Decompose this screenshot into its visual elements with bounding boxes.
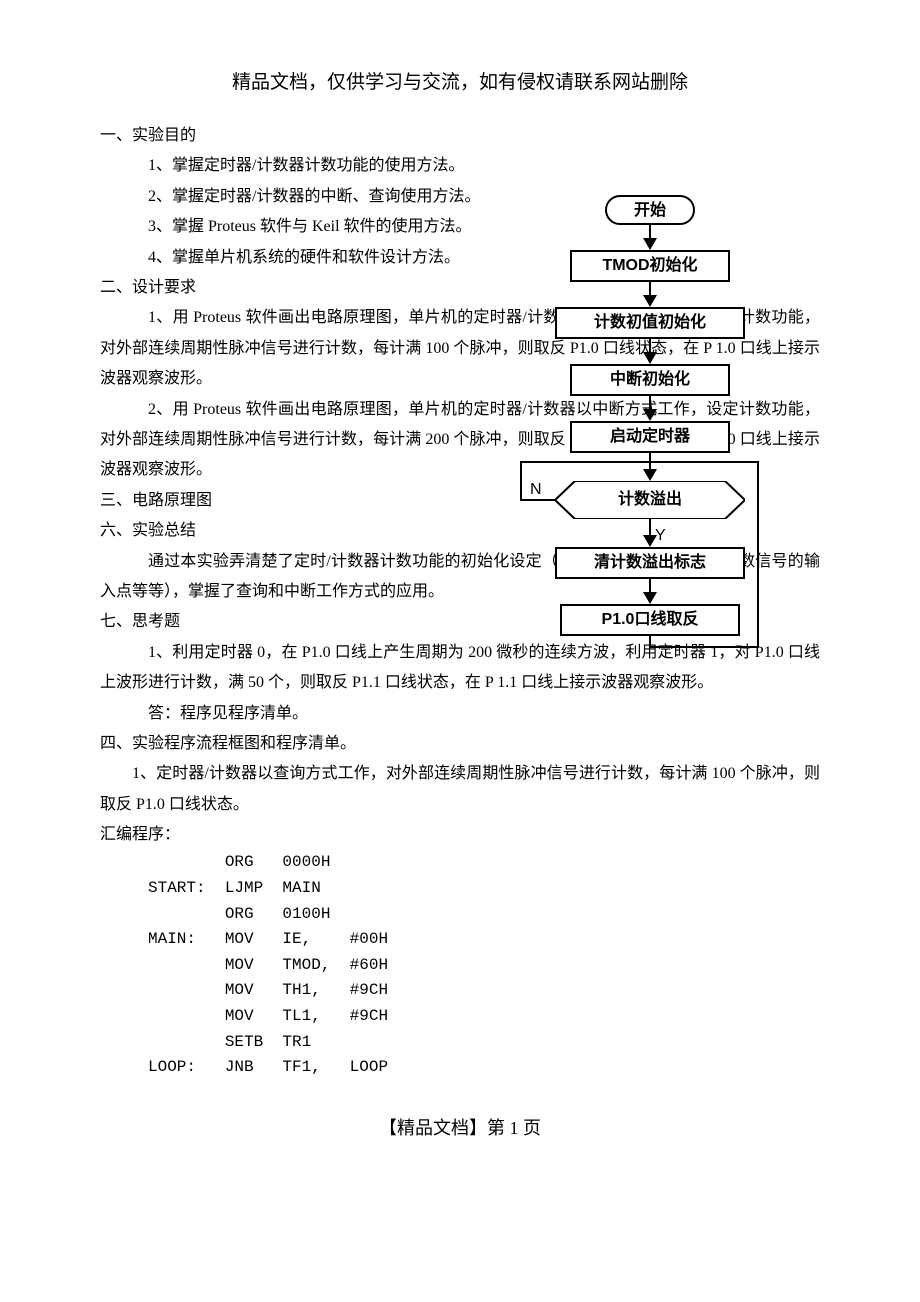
arrow-down-icon xyxy=(643,238,657,250)
s4-desc: 1、定时器/计数器以查询方式工作，对外部连续周期性脉冲信号进行计数，每计满 10… xyxy=(100,759,820,820)
asm-label: 汇编程序： xyxy=(100,820,820,850)
arrow-down-icon xyxy=(643,295,657,307)
fc-decision-label: 计数溢出 xyxy=(555,485,745,515)
s7-a: 答：程序见程序清单。 xyxy=(100,699,820,729)
fc-n-label: N xyxy=(530,475,542,505)
fc-start-timer: 启动定时器 xyxy=(570,421,730,453)
fc-decision-overflow: 计数溢出 xyxy=(555,481,745,519)
fc-count-init: 计数初值初始化 xyxy=(555,307,745,339)
fc-connector xyxy=(520,461,649,463)
fc-connector xyxy=(649,646,759,648)
section-4-title: 四、实验程序流程框图和程序清单。 xyxy=(100,729,820,759)
arrow-down-icon xyxy=(643,469,657,481)
fc-toggle-p10: P1.0口线取反 xyxy=(560,604,740,636)
page-footer: 【精品文档】第 1 页 xyxy=(100,1111,820,1145)
flowchart: 开始 TMOD初始化 计数初值初始化 中断初始化 启动定时器 计数溢出 xyxy=(540,195,785,695)
fc-connector xyxy=(757,461,759,648)
section-1-title: 一、实验目的 xyxy=(100,121,820,151)
fc-clear-flag: 清计数溢出标志 xyxy=(555,547,745,579)
fc-start: 开始 xyxy=(605,195,695,225)
arrow-down-icon xyxy=(643,592,657,604)
fc-int-init: 中断初始化 xyxy=(570,364,730,396)
fc-tmod-init: TMOD初始化 xyxy=(570,250,730,282)
fc-connector xyxy=(520,461,522,501)
fc-connector xyxy=(651,461,759,463)
arrow-down-icon xyxy=(643,352,657,364)
document-page: 精品文档，仅供学习与交流，如有侵权请联系网站删除 一、实验目的 1、掌握定时器/… xyxy=(0,0,920,1302)
arrow-down-icon xyxy=(643,409,657,421)
s1-item: 1、掌握定时器/计数器计数功能的使用方法。 xyxy=(100,151,820,181)
page-header: 精品文档，仅供学习与交流，如有侵权请联系网站删除 xyxy=(100,65,820,101)
asm-code-block: ORG 0000H START: LJMP MAIN ORG 0100H MAI… xyxy=(148,850,820,1080)
